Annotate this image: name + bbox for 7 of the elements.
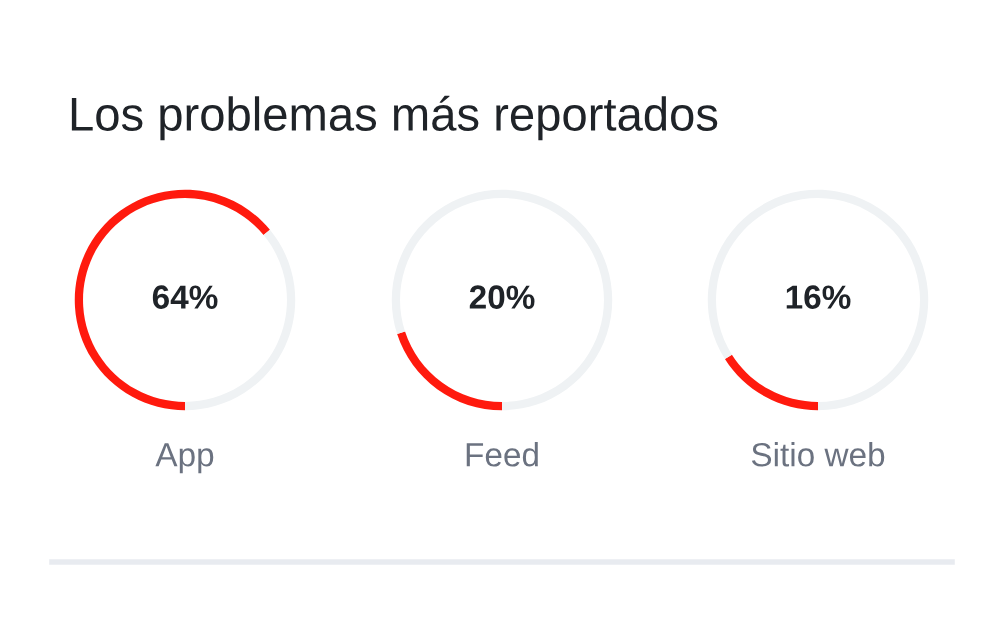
text: Los problemas más reportados	[71, 95, 718, 141]
text: 64%	[152, 285, 218, 309]
slice-label: App	[155, 443, 214, 474]
slice-label: Feed	[466, 442, 538, 467]
slice-label: Sitio web	[751, 442, 885, 467]
text: 16%	[786, 285, 851, 309]
text: 20%	[469, 285, 535, 309]
